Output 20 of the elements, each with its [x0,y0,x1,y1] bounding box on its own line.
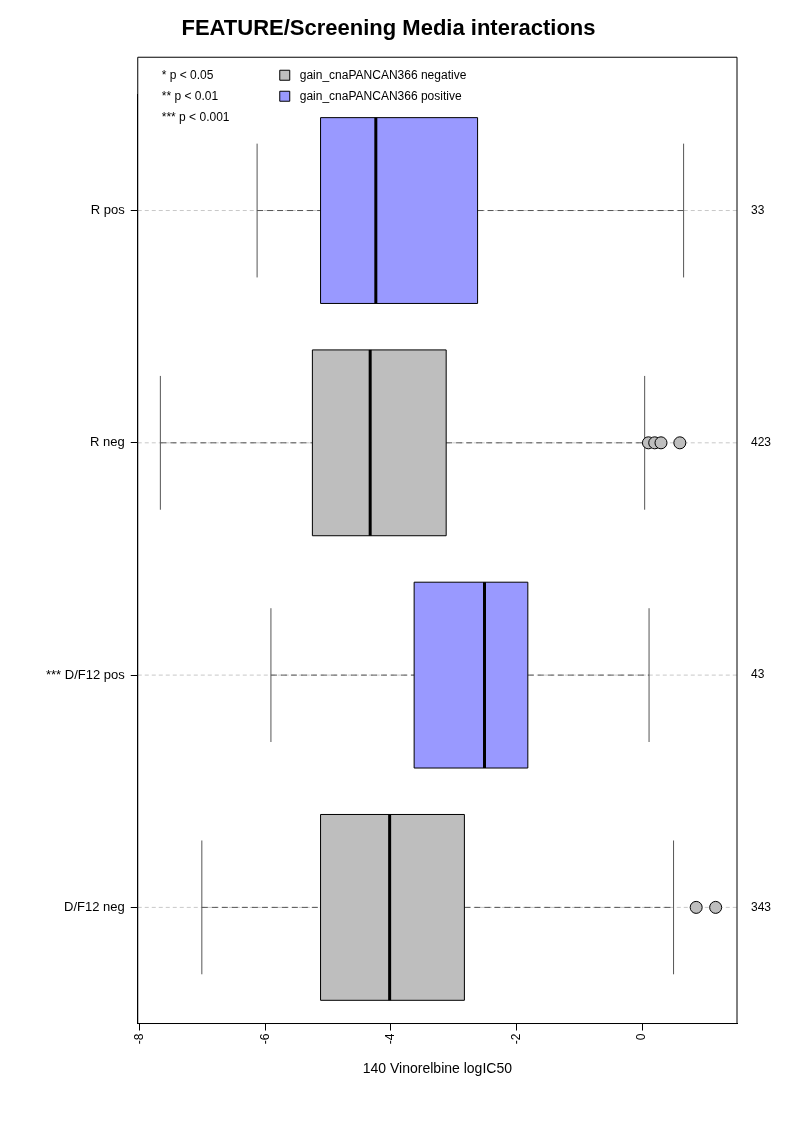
x-tick-label: -2 [508,1033,523,1045]
legend-label: gain_cnaPANCAN366 positive [299,88,462,103]
annotation: * p < 0.05 [161,67,214,82]
text: 343 [751,899,772,914]
x-tick-label: -4 [383,1033,398,1045]
x-tick-label: -8 [131,1033,146,1045]
legend-label: gain_cnaPANCAN366 negative [299,67,467,82]
y-tick-label: D/F12 neg [64,898,125,914]
chart-title: FEATURE/Screening Media interactions [181,15,596,41]
x-tick-label: 0 [634,1033,649,1041]
annotation: ** p < 0.01 [161,88,219,103]
annotation: *** p < 0.001 [161,109,230,124]
x-tick-label: -6 [257,1033,272,1045]
text: 33 [751,202,765,217]
y-tick-label: R neg [90,434,125,450]
text: 43 [751,667,765,682]
y-tick-label: *** D/F12 pos [46,666,126,682]
y-tick-label: R pos [90,202,126,218]
x-axis-title: 140 Vinorelbine logIC50 [362,1060,513,1077]
text: 423 [751,435,772,450]
